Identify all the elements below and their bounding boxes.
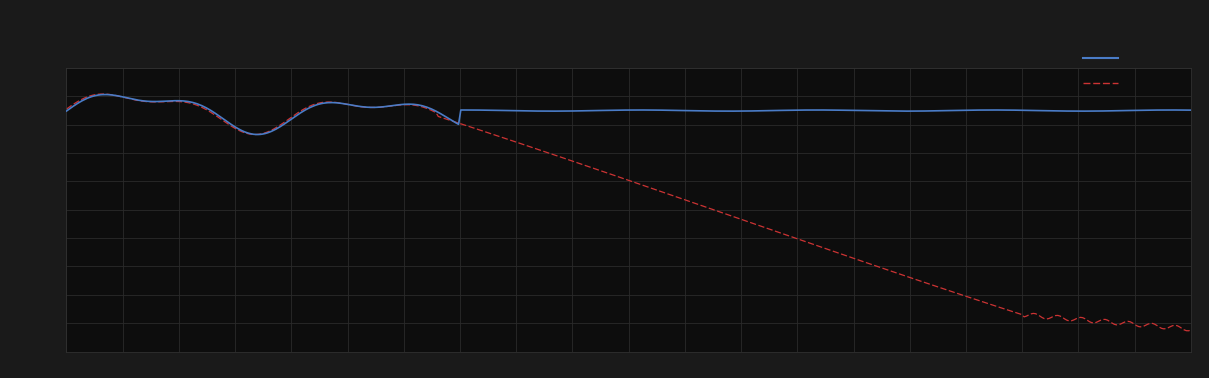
Legend: , : , [1083,52,1122,91]
